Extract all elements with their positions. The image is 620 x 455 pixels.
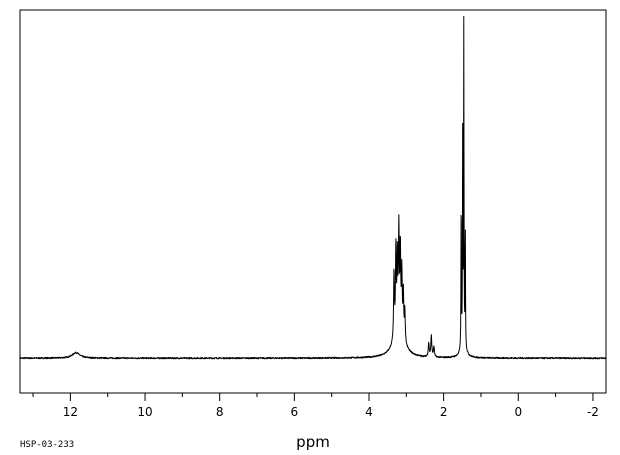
sample-id-label: HSP-03-233 [20,440,74,450]
x-axis-label: ppm [296,433,330,451]
x-tick-label: 12 [63,405,78,419]
x-tick-label: -2 [587,405,599,419]
x-tick-label: 0 [514,405,522,419]
x-axis-tick-labels: 12 10 8 6 4 2 0 -2 [63,405,599,419]
x-axis-ticks [32,393,594,401]
x-tick-label: 4 [365,405,373,419]
x-tick-label: 2 [440,405,448,419]
x-tick-label: 6 [291,405,299,419]
x-tick-label: 10 [137,405,152,419]
x-tick-label: 8 [216,405,224,419]
plot-frame [19,9,607,394]
spectrum-line [19,15,607,360]
